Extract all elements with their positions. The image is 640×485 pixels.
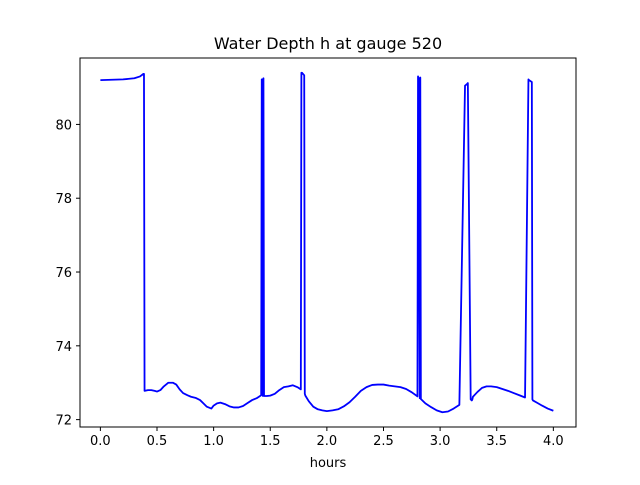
y-tick-label: 78 [55,192,72,207]
x-tick-label: 0.0 [90,434,111,449]
y-tick-label: 72 [55,414,72,429]
chart-title: Water Depth h at gauge 520 [214,34,442,53]
y-tick-label: 76 [55,266,72,281]
x-tick-label: 1.0 [203,434,224,449]
axes-frame [79,57,577,428]
x-axis-label: hours [310,456,347,471]
x-tick-label: 1.5 [260,434,281,449]
x-tick-label: 3.5 [486,434,507,449]
y-axis-ticks: 72 74 76 78 80 [55,118,80,429]
x-tick-label: 0.5 [147,434,168,449]
x-tick-label: 2.0 [317,434,338,449]
y-tick-label: 74 [55,340,72,355]
plot-area [100,71,554,414]
series-line-0 [100,71,554,414]
x-tick-label: 2.5 [373,434,394,449]
y-tick-label: 80 [55,118,72,133]
x-axis-ticks: 0.0 0.5 1.0 1.5 2.0 2.5 3.0 3.5 4.0 [90,427,564,449]
x-tick-label: 4.0 [543,434,564,449]
x-tick-label: 3.0 [430,434,451,449]
